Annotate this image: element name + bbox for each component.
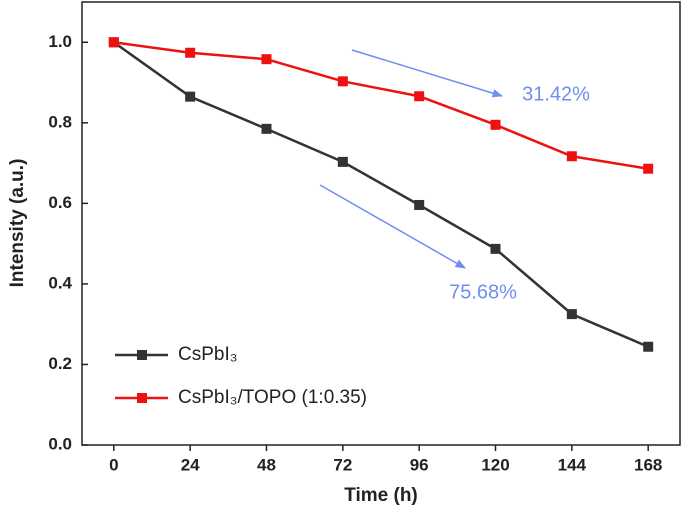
x-tick-label: 0 [109, 455, 118, 474]
x-tick-label: 120 [481, 455, 509, 474]
legend-label: CsPbI₃ [178, 344, 237, 365]
arrow [319, 184, 466, 269]
series-line [113, 41, 649, 170]
y-tick-label: 1.0 [48, 32, 72, 51]
x-tick-label: 24 [181, 455, 200, 474]
point [261, 123, 272, 134]
x-tick-label: 168 [634, 455, 662, 474]
x-tick-label: 48 [257, 455, 276, 474]
x-tick-label: 72 [333, 455, 352, 474]
x-axis-label: Time (h) [344, 485, 418, 506]
x-tick-label: 144 [558, 455, 587, 474]
point [566, 151, 577, 162]
legend-marker [137, 350, 147, 360]
y-tick-label: 0.2 [48, 354, 72, 373]
point [337, 76, 348, 87]
point [414, 199, 425, 210]
annotation: 31.42% [522, 83, 590, 105]
x-tick-label: 96 [410, 455, 429, 474]
point [185, 47, 196, 58]
y-tick-label: 0.6 [48, 193, 72, 212]
point [185, 91, 196, 102]
annotation: 75.68% [449, 281, 517, 303]
point [643, 341, 654, 352]
point [261, 54, 272, 65]
y-tick-label: 0.8 [48, 112, 72, 131]
point [566, 309, 577, 320]
point [108, 37, 119, 48]
plot-frame [81, 1, 681, 446]
point [643, 163, 654, 174]
arrow [351, 49, 504, 98]
point [414, 91, 425, 102]
point [490, 119, 501, 130]
legend-label: CsPbI₃/TOPO (1:0.35) [178, 387, 367, 408]
legend-marker [137, 393, 147, 403]
y-axis-label: Intensity (a.u.) [7, 159, 28, 288]
point [337, 156, 348, 167]
y-tick-label: 0.0 [48, 434, 72, 453]
series-line [113, 41, 649, 348]
y-tick-label: 0.4 [48, 273, 72, 292]
point [490, 243, 501, 254]
